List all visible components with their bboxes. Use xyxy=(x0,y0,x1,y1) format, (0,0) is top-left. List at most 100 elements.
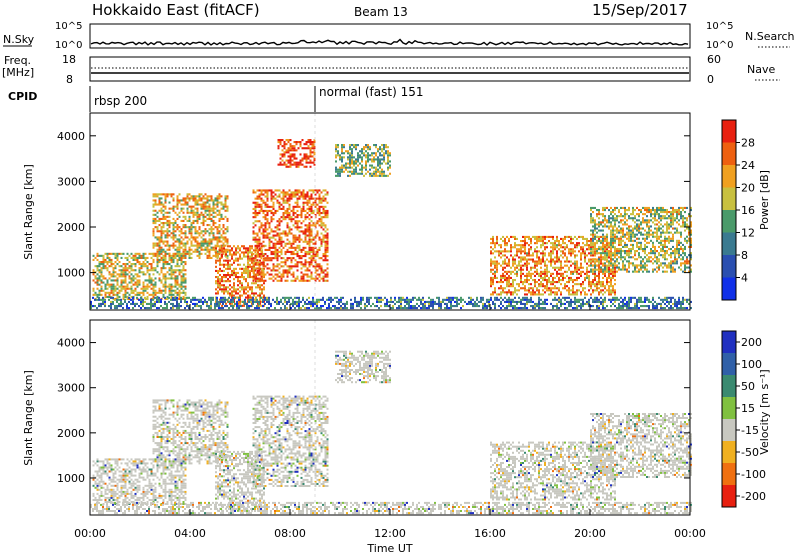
power-cell xyxy=(646,236,648,238)
power-cell xyxy=(295,189,297,191)
power-cell xyxy=(381,150,383,152)
power-cell xyxy=(349,160,351,162)
power-cell xyxy=(143,253,145,255)
power-cell xyxy=(105,261,107,263)
power-cell xyxy=(179,230,181,232)
power-cell xyxy=(165,261,167,263)
power-cell xyxy=(522,283,524,285)
power-cell xyxy=(225,241,227,243)
power-cell xyxy=(261,257,263,259)
power-cell xyxy=(632,234,634,236)
power-cell xyxy=(173,261,175,263)
power-cell xyxy=(215,270,217,272)
power-cell xyxy=(279,267,281,269)
power-cell xyxy=(287,249,289,251)
power-cell xyxy=(105,284,107,286)
power-cell xyxy=(185,202,187,204)
power-cell xyxy=(153,245,155,247)
power-cell xyxy=(167,212,169,214)
power-cell xyxy=(658,269,660,271)
power-cell xyxy=(273,206,275,208)
power-cell xyxy=(255,198,257,200)
power-cell xyxy=(319,265,321,267)
power-cell xyxy=(614,271,616,273)
power-cell xyxy=(175,277,177,279)
power-cell xyxy=(169,290,171,292)
power-cell xyxy=(191,222,193,224)
power-cell xyxy=(307,208,309,210)
power-cell xyxy=(163,255,165,257)
power-cell xyxy=(249,251,251,253)
power-cell xyxy=(255,257,257,259)
power-cell xyxy=(97,253,99,255)
power-cell xyxy=(173,210,175,212)
power-cell xyxy=(209,210,211,212)
power-cell xyxy=(540,271,542,273)
power-cell xyxy=(241,282,243,284)
power-cell xyxy=(640,262,642,264)
power-cell xyxy=(516,250,518,252)
power-cell xyxy=(105,288,107,290)
power-cell xyxy=(610,291,612,293)
power-cell xyxy=(339,154,341,156)
power-cell xyxy=(602,221,604,223)
power-cell xyxy=(612,273,614,275)
power-cell xyxy=(317,249,319,251)
power-cell xyxy=(301,230,303,232)
power-cell xyxy=(259,241,261,243)
power-cell xyxy=(325,200,327,202)
power-cell xyxy=(490,269,492,271)
power-cell xyxy=(538,283,540,285)
power-cell xyxy=(546,283,548,285)
power-cell xyxy=(337,175,339,177)
power-cell xyxy=(307,267,309,269)
power-cell xyxy=(253,222,255,224)
power-cell xyxy=(606,254,608,256)
power-cell xyxy=(181,257,183,259)
power-cell xyxy=(175,222,177,224)
power-cell xyxy=(121,273,123,275)
power-cell xyxy=(544,277,546,279)
power-cell xyxy=(534,267,536,269)
power-cell xyxy=(149,282,151,284)
power-cell xyxy=(576,263,578,265)
power-cell xyxy=(636,250,638,252)
power-cell xyxy=(123,269,125,271)
power-cell xyxy=(520,287,522,289)
power-cell xyxy=(155,267,157,269)
power-cell xyxy=(183,255,185,257)
power-cell xyxy=(524,236,526,238)
power-cell xyxy=(618,244,620,246)
power-cell xyxy=(159,251,161,253)
power-cell xyxy=(578,242,580,244)
power-cell xyxy=(157,245,159,247)
power-cell xyxy=(292,147,294,149)
power-cell xyxy=(177,282,179,284)
power-cell xyxy=(309,189,311,191)
power-cell xyxy=(504,244,506,246)
power-cell xyxy=(590,215,592,217)
power-cell xyxy=(610,211,612,213)
power-cell xyxy=(351,150,353,152)
power-cell xyxy=(564,246,566,248)
power-cell xyxy=(630,250,632,252)
power-cell xyxy=(282,153,284,155)
power-cell xyxy=(241,258,243,260)
power-cell xyxy=(165,284,167,286)
power-cell xyxy=(600,252,602,254)
power-cell xyxy=(145,288,147,290)
power-cell xyxy=(642,238,644,240)
power-cell xyxy=(175,282,177,284)
power-cell xyxy=(195,212,197,214)
power-cell xyxy=(554,263,556,265)
power-cell xyxy=(528,263,530,265)
power-cell xyxy=(664,223,666,225)
power-cell xyxy=(620,221,622,223)
power-cell xyxy=(658,254,660,256)
power-cell xyxy=(532,252,534,254)
power-cell xyxy=(676,217,678,219)
power-cell xyxy=(622,240,624,242)
power-cell xyxy=(249,266,251,268)
power-cell xyxy=(277,269,279,271)
power-cell xyxy=(271,251,273,253)
